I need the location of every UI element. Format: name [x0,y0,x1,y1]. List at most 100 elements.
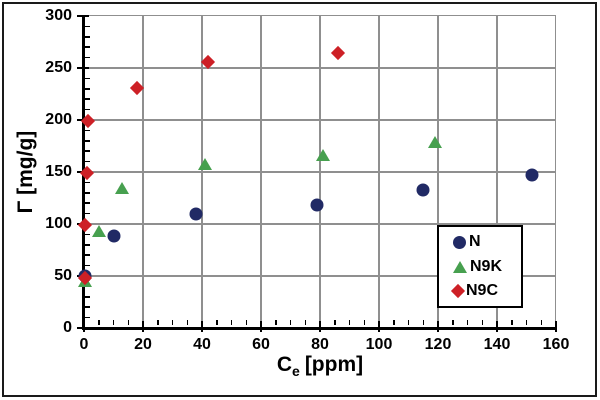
gridline-y-250 [84,67,556,69]
x-minor-tick [186,320,188,325]
gridline-y-50 [84,275,556,277]
x-major-tick [496,321,498,332]
data-point-n9c [78,217,93,233]
x-major-tick [319,321,321,332]
y-minor-tick [85,129,90,132]
legend-item-n9k: N9K [453,258,521,276]
y-minor-tick [85,254,90,256]
y-minor-tick [85,56,90,59]
legend-item-n: N [453,233,521,251]
x-major-tick [260,321,262,332]
x-major-tick [437,321,439,332]
y-minor-tick [85,77,90,80]
y-minor-tick [85,244,90,246]
diamond-marker-icon [450,283,466,298]
y-minor-tick [85,160,90,163]
x-tick-label: 140 [483,336,511,353]
x-axis-title-subscript: e [292,363,300,380]
y-minor-tick [85,202,90,204]
x-minor-tick [245,320,247,325]
x-minor-tick [363,320,365,325]
diamond-marker-icon [130,80,145,95]
diamond-marker-icon [78,217,93,233]
data-point-n9c [130,80,145,95]
x-minor-tick [348,320,351,325]
diamond-marker-icon [78,271,93,286]
circle-marker-icon [416,183,430,197]
data-point-n9c [78,271,93,286]
data-point-n [416,183,430,197]
x-minor-tick [452,320,454,325]
y-minor-tick [85,108,90,111]
data-point-n9c [81,113,96,129]
y-major-tick [77,67,89,69]
x-tick-label: 60 [252,336,270,353]
y-minor-tick [85,192,90,194]
diamond-marker-icon [81,113,96,129]
x-minor-tick [230,320,233,325]
y-minor-tick [85,306,90,308]
legend-label: N [469,233,481,251]
data-point-n9c [79,165,95,181]
y-minor-tick [85,264,90,267]
data-point-n [107,229,120,243]
x-minor-tick [334,320,336,325]
gridline-y-100 [84,223,556,225]
x-tick-label: 120 [424,336,452,353]
x-minor-tick [289,320,292,325]
y-tick-label: 250 [45,59,72,76]
y-major-tick [77,327,89,329]
y-minor-tick [85,212,90,215]
x-minor-tick [275,320,277,325]
x-minor-tick [481,320,483,325]
y-minor-tick [85,316,90,319]
y-tick-label: 300 [45,7,72,24]
x-minor-tick [466,320,469,325]
y-tick-label: 150 [45,163,72,180]
data-point-n9k [428,135,443,148]
y-minor-tick [85,46,90,48]
y-axis-title: Γ [mg/g] [14,130,37,214]
x-minor-tick [304,320,306,325]
data-point-n9c [330,46,345,61]
y-minor-tick [85,140,90,142]
triangle-marker-icon [453,260,467,273]
x-minor-tick [98,320,100,325]
y-major-tick [77,15,89,17]
y-minor-tick [85,296,90,298]
x-minor-tick [157,320,159,325]
y-tick-label: 50 [54,267,72,284]
y-tick-label: 200 [45,111,72,128]
data-point-n9k [315,149,330,162]
circle-marker-icon [525,168,539,182]
data-point-n [189,207,203,221]
x-tick-label: 80 [311,336,329,353]
x-major-tick [378,321,380,332]
gridline-y-150 [84,171,556,173]
legend-item-n9c: N9C [450,282,521,300]
x-major-tick [142,321,144,332]
data-point-n9c [200,54,215,69]
x-minor-tick [171,320,174,325]
diamond-marker-icon [330,46,345,61]
triangle-marker-icon [315,149,330,162]
y-minor-tick [85,181,90,184]
x-minor-tick [407,320,410,325]
data-point-n9k [197,157,212,170]
x-major-tick [201,321,203,332]
data-point-n [310,198,324,212]
x-tick-label: 100 [365,336,393,353]
circle-marker-icon [189,207,203,221]
circle-marker-icon [107,229,120,243]
x-minor-tick [540,320,542,325]
x-minor-tick [393,320,395,325]
y-tick-label: 0 [63,319,72,336]
x-minor-tick [127,320,129,325]
x-axis-title: Ce [ppm] [215,353,425,379]
legend: N N9K N9C [437,225,523,308]
x-minor-tick [511,320,513,325]
diamond-marker-icon [79,165,95,181]
x-tick-label: 160 [542,336,570,353]
x-minor-tick [422,320,424,325]
